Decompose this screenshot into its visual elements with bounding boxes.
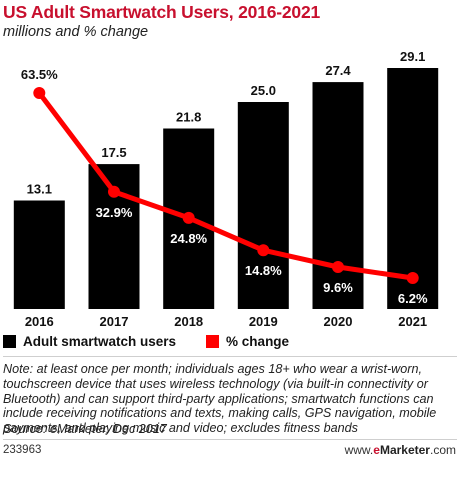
bar-label-2021: 29.1	[400, 49, 425, 64]
line-label-2018: 24.8%	[170, 231, 207, 246]
chart-legend: Adult smartwatch users % change	[3, 334, 319, 349]
brand-prefix: www.	[344, 443, 374, 457]
chart-title: US Adult Smartwatch Users, 2016-2021	[3, 2, 321, 22]
line-point-2016	[33, 87, 46, 99]
legend-swatch-users	[3, 335, 16, 348]
line-label-2017: 32.9%	[96, 205, 133, 220]
bar-value-labels: 13.1 17.5 21.8 25.0 27.4 29.1	[27, 49, 426, 197]
bar-series	[13, 68, 439, 309]
legend-label-change: % change	[226, 334, 290, 349]
brand-name: Marketer	[379, 443, 430, 457]
line-series	[33, 87, 419, 284]
legend-swatch-change	[206, 335, 220, 348]
bar-label-2019: 25.0	[251, 83, 276, 98]
x-tick-2019: 2019	[249, 314, 278, 329]
x-tick-2020: 2020	[324, 314, 353, 329]
bar-label-2018: 21.8	[176, 110, 201, 125]
x-tick-2021: 2021	[398, 314, 427, 329]
line-point-2019	[257, 244, 270, 257]
chart-subtitle: millions and % change	[3, 24, 149, 40]
chart-source: Source: eMarketer, Dec 2017	[3, 422, 167, 436]
x-tick-2017: 2017	[100, 314, 129, 329]
line-point-2021	[406, 272, 419, 284]
line-label-2020: 9.6%	[323, 280, 353, 295]
line-value-labels: 63.5% 32.9% 24.8% 14.8% 9.6% 6.2%	[21, 67, 428, 306]
legend-item-change: % change	[206, 334, 289, 349]
divider-top	[3, 356, 457, 357]
brand-logo: www.eMarketer.com	[345, 443, 456, 457]
line-point-2018	[182, 211, 195, 224]
bar-2020	[312, 82, 364, 309]
x-axis-tick-labels: 2016 2017 2018 2019 2020 2021	[25, 314, 427, 329]
bar-2016	[13, 200, 65, 309]
chart-note: Note: at least once per month; individua…	[3, 362, 437, 436]
x-tick-2016: 2016	[25, 314, 54, 329]
legend-item-users: Adult smartwatch users	[3, 334, 176, 349]
line-point-2020	[332, 261, 344, 273]
chart-id: 233963	[3, 444, 42, 456]
line-point-2017	[108, 185, 120, 198]
bar-2021	[387, 68, 439, 309]
x-tick-2018: 2018	[174, 314, 203, 329]
line-label-2021: 6.2%	[398, 291, 428, 306]
line-label-2019: 14.8%	[245, 263, 282, 278]
bar-2019	[237, 102, 289, 309]
brand-e: e	[373, 443, 380, 457]
chart-plot: 13.117.521.825.027.429.1 2016 2017 2018 201…	[13, 49, 439, 329]
bar-label-2016: 13.1	[27, 182, 52, 197]
line-label-2016: 63.5%	[21, 67, 58, 82]
bar-label-2017: 17.5	[101, 145, 126, 160]
bar-label-2020: 27.4	[325, 63, 351, 78]
legend-label-users: Adult smartwatch users	[23, 334, 177, 349]
brand-suffix: .com	[429, 443, 456, 457]
divider-bottom	[3, 439, 457, 440]
line-path	[36, 90, 416, 281]
